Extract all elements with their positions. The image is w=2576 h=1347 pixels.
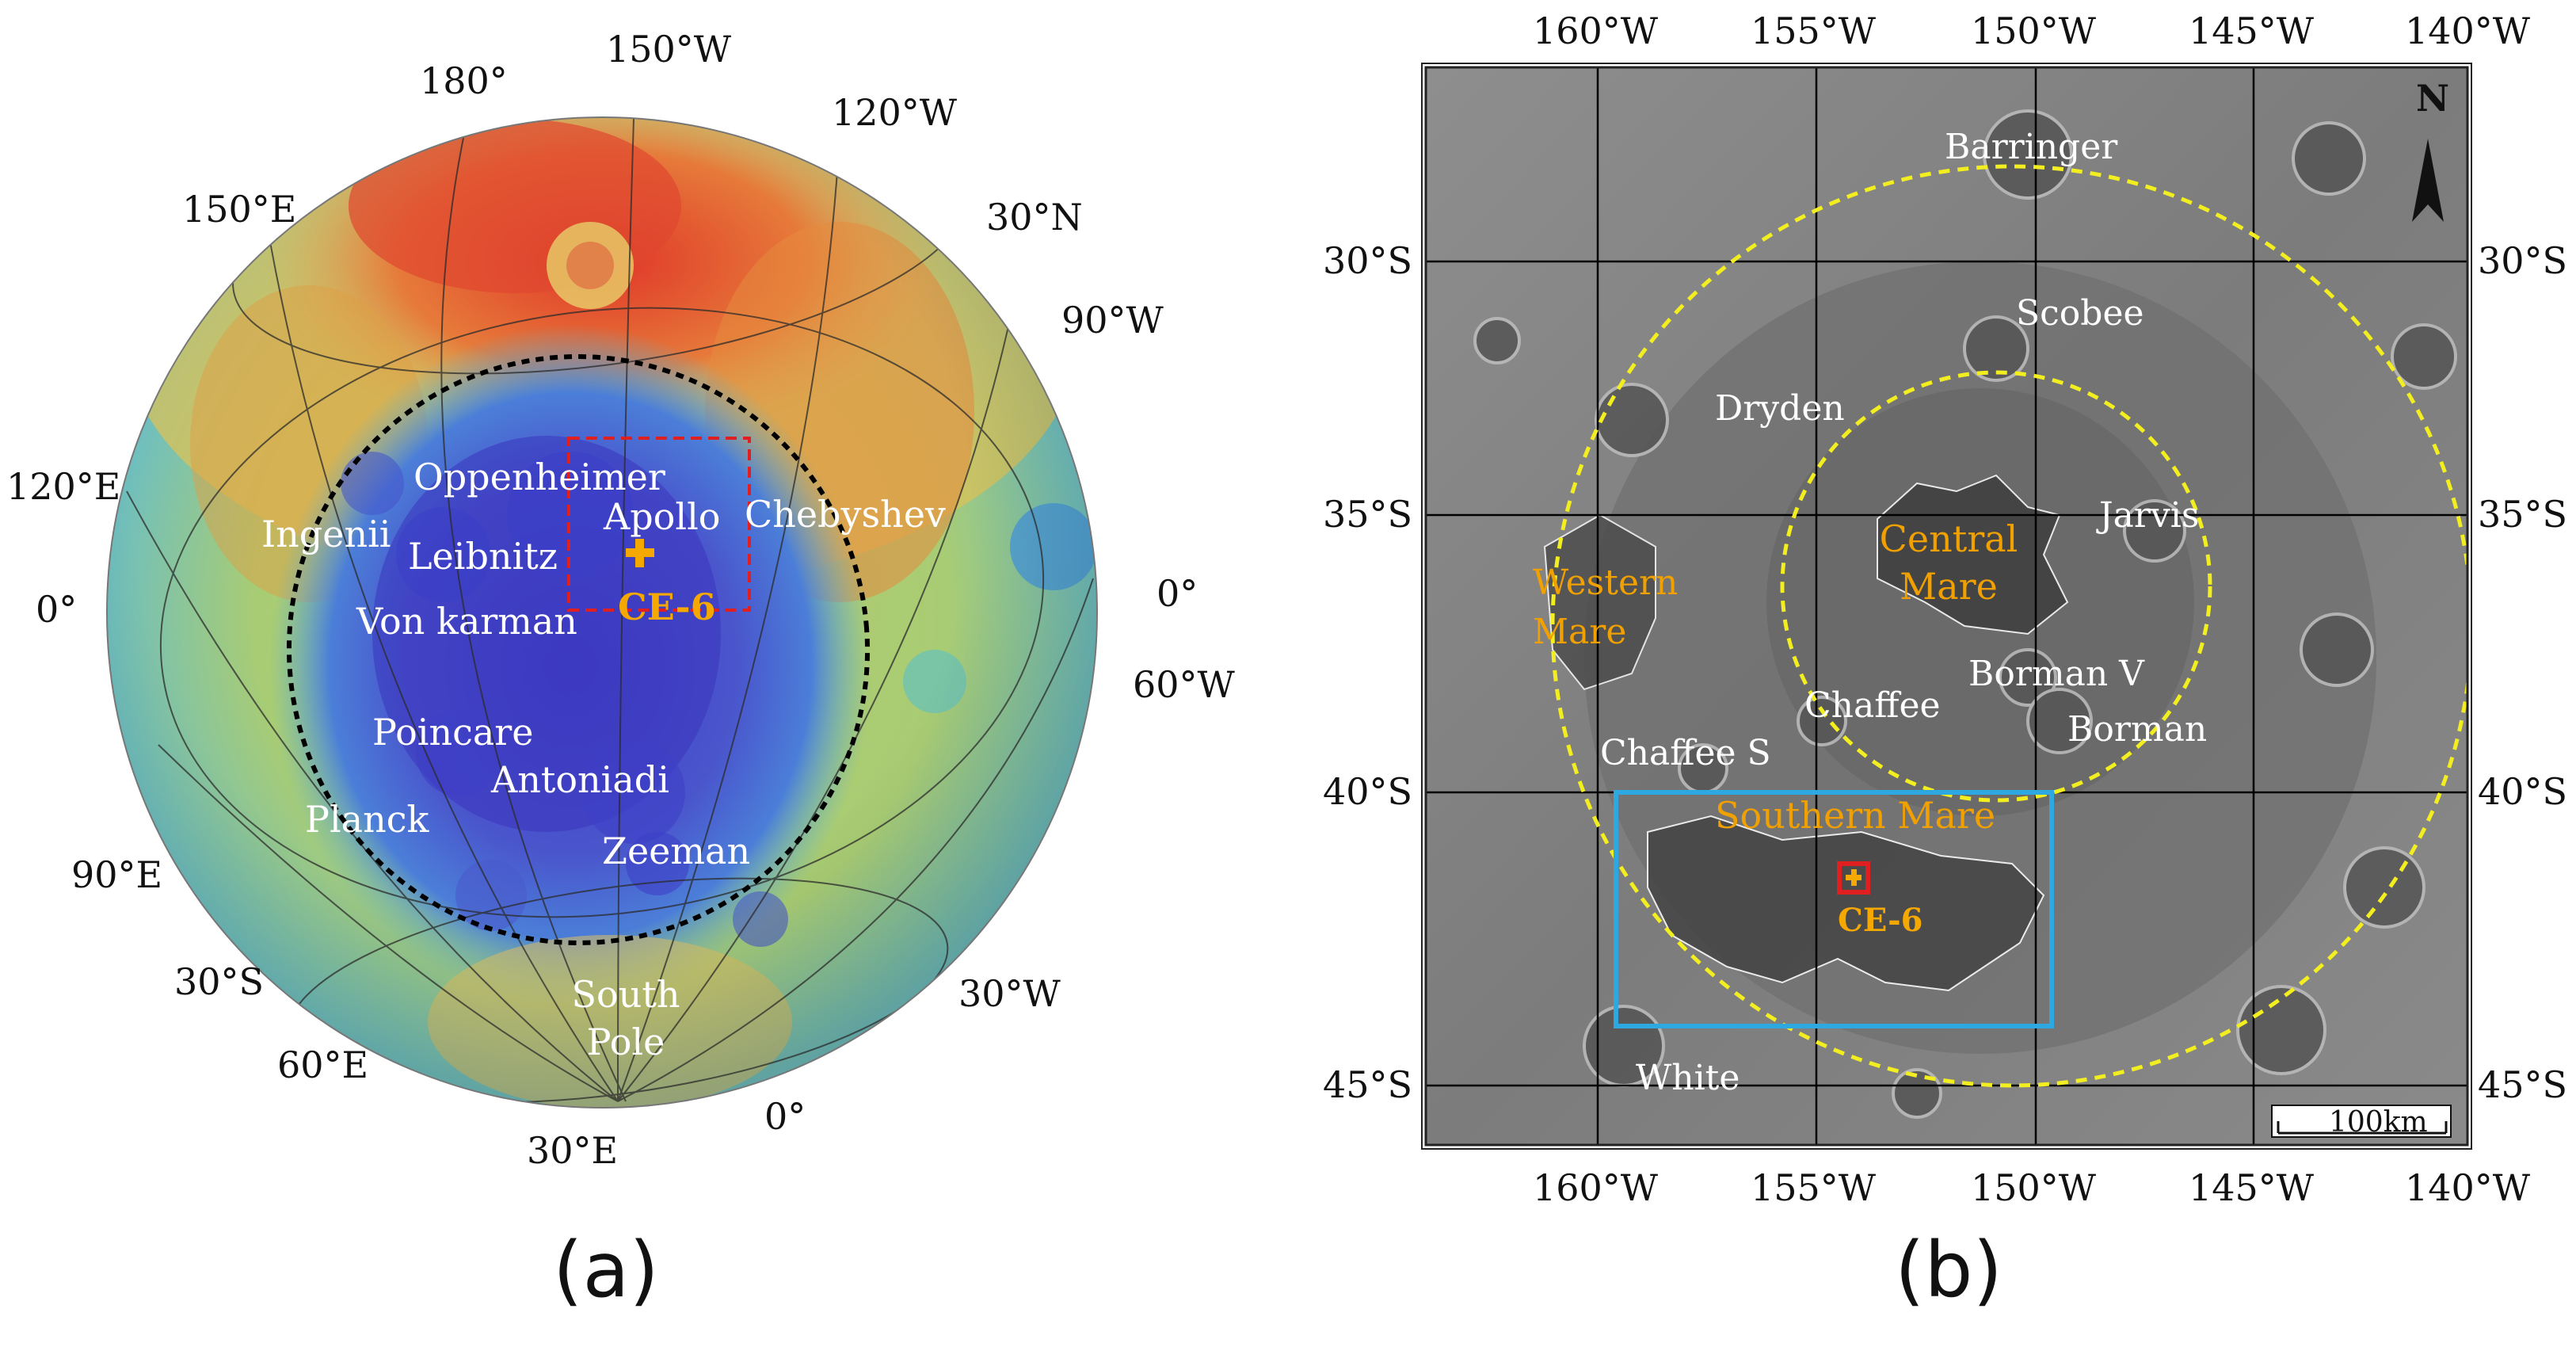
right-label-45s: 45°S (2478, 1063, 2567, 1106)
mare-labels: Central Mare Western Mare Southern Mare (1533, 517, 2018, 837)
feature-south-pole-wrap: South Pole (571, 973, 680, 1063)
central-mare-label: Central Mare (1879, 517, 2018, 608)
left-label-30s: 30°S (1323, 239, 1412, 282)
central-mare-wrap: Central Mare (1879, 517, 2018, 608)
map-terrain (1426, 67, 2467, 1145)
lon-label-90e: 90°E (71, 853, 162, 896)
study-region-box (567, 437, 751, 612)
map-axis-labels: 160°W 155°W 150°W 145°W 140°W 160°W 155°… (1323, 10, 2567, 1209)
map-frame (1424, 66, 2469, 1147)
left-label-40s: 40°S (1323, 770, 1412, 813)
feature-planck: Planck (305, 798, 429, 841)
north-arrow-icon: N (2412, 77, 2449, 222)
lat-label-30s: 30°S (174, 960, 264, 1003)
feature-oppenheimer: Oppenheimer (413, 456, 665, 498)
globe-topography (107, 117, 1097, 1108)
lat-label-30n: 30°N (986, 196, 1083, 238)
feature-poincare: Poincare (372, 711, 534, 754)
top-label-160w: 160°W (1533, 10, 1659, 52)
bottom-label-150w: 150°W (1971, 1166, 2097, 1209)
feature-apollo: Apollo (603, 495, 720, 538)
southern-mare-box (1614, 790, 2054, 1028)
lon-label-60e: 60°E (277, 1044, 368, 1086)
spa-basin-boundary (286, 354, 871, 945)
lon-label-120w: 120°W (832, 91, 958, 134)
lon-label-150w: 150°W (606, 28, 732, 71)
lon-label-0-left: 0° (36, 588, 77, 631)
ce6-label-b: CE-6 (1838, 902, 1923, 939)
globe-outline (106, 116, 1098, 1109)
lon-label-90w: 90°W (1061, 299, 1164, 342)
ce6-site-marker-b (1846, 869, 1862, 886)
feature-chaffee-s: Chaffee S (1600, 733, 1771, 773)
feature-von-karman: Von karman (356, 600, 577, 643)
scale-bar: 100km (2271, 1105, 2452, 1139)
panel-a-caption: (a) (553, 1226, 659, 1315)
lon-label-0-right: 0° (1157, 572, 1198, 615)
left-label-45s: 45°S (1323, 1063, 1412, 1106)
western-mare-label: Western Mare (1533, 563, 1679, 652)
map-outer-frame (1421, 63, 2472, 1150)
feature-dryden: Dryden (1715, 388, 1845, 429)
bottom-label-155w: 155°W (1751, 1166, 1877, 1209)
bottom-label-145w: 145°W (2189, 1166, 2315, 1209)
southern-mare-label: Southern Mare (1715, 794, 1995, 837)
top-label-155w: 155°W (1751, 10, 1877, 52)
feature-white: White (1636, 1058, 1740, 1098)
western-mare-wrap: Western Mare (1533, 563, 1679, 652)
globe-feature-labels: Oppenheimer Apollo Chebyshev Ingenii Lei… (261, 456, 946, 1063)
feature-zeeman: Zeeman (602, 830, 750, 872)
feature-south-pole: South Pole (571, 973, 680, 1063)
feature-borman: Borman (2067, 709, 2207, 750)
inner-ring (1780, 370, 2212, 803)
ce6-site-marker-a (626, 539, 654, 567)
feature-ingenii: Ingenii (261, 513, 391, 555)
bottom-label-160w: 160°W (1533, 1166, 1659, 1209)
panel-b-caption: (b) (1895, 1226, 2002, 1315)
feature-leibnitz: Leibnitz (408, 535, 558, 578)
feature-jarvis: Jarvis (2096, 495, 2199, 536)
map-feature-labels: Barringer Scobee Dryden Jarvis Borman V … (1600, 127, 2207, 1098)
lon-label-60w: 60°W (1133, 663, 1236, 706)
feature-barringer: Barringer (1945, 127, 2118, 167)
lon-label-180: 180° (420, 59, 508, 102)
top-label-145w: 145°W (2189, 10, 2315, 52)
lon-label-150e: 150°E (182, 188, 296, 231)
regional-map: N 100km (1421, 63, 2472, 1150)
left-label-35s: 35°S (1323, 493, 1412, 536)
ce6-label-a: CE-6 (618, 586, 716, 628)
right-label-30s: 30°S (2478, 239, 2567, 282)
globe-coordinate-labels: 180° 150°W 120°W 150°E 30°N 90°W 120°E 0… (6, 28, 1236, 1172)
top-label-150w: 150°W (1971, 10, 2097, 52)
right-label-35s: 35°S (2478, 493, 2567, 536)
feature-chebyshev: Chebyshev (745, 493, 946, 536)
lon-label-120e: 120°E (6, 465, 120, 508)
lon-label-30e: 30°E (527, 1129, 618, 1172)
bottom-label-140w: 140°W (2405, 1166, 2531, 1209)
feature-chaffee: Chaffee (1804, 685, 1941, 726)
north-label: N (2416, 77, 2449, 120)
feature-scobee: Scobee (2016, 293, 2144, 334)
feature-antoniadi: Antoniadi (490, 758, 669, 801)
top-label-140w: 140°W (2405, 10, 2531, 52)
scale-bar-label: 100km (2329, 1106, 2428, 1139)
feature-borman-v: Borman V (1968, 654, 2145, 694)
lon-label-0-bottom: 0° (764, 1095, 806, 1138)
lon-label-30w: 30°W (958, 972, 1061, 1015)
right-label-40s: 40°S (2478, 770, 2567, 813)
ce6-box (1837, 861, 1870, 895)
globe-map (106, 116, 1098, 1109)
